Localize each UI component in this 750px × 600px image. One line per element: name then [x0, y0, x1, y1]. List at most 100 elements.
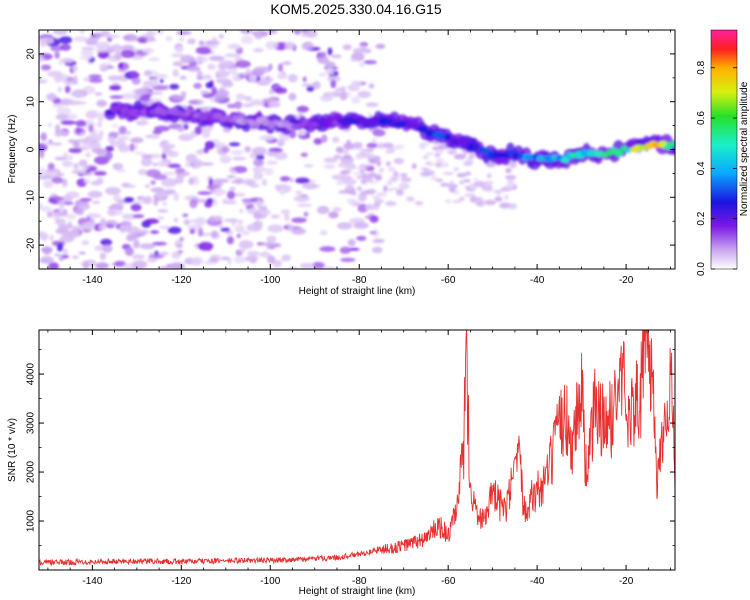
spectrogram-speckle [88, 77, 103, 83]
spectrogram-speckle [372, 246, 383, 254]
spectrogram-speckle [100, 238, 113, 246]
spectrogram-speckle [179, 237, 184, 242]
spectrogram-speckle [319, 246, 336, 252]
spectrogram-speckle [280, 189, 285, 196]
spectrogram-speckle [340, 175, 352, 181]
spectrogram-speckle [303, 211, 309, 217]
x-tick-label: -20 [619, 576, 634, 587]
spectrogram-speckle [189, 228, 196, 235]
spectrogram-speckle [369, 215, 379, 223]
spectrogram-speckle [387, 167, 396, 172]
spectrogram-speckle [39, 150, 45, 159]
ridge-core [444, 133, 452, 141]
spectrogram-speckle [239, 248, 246, 253]
spectrogram-speckle [144, 184, 151, 189]
spectrogram-speckle [94, 92, 103, 96]
spectrogram-speckle [60, 120, 76, 125]
spectrogram-speckle [124, 247, 134, 256]
spectrogram-speckle [219, 155, 232, 164]
spectrogram-speckle [434, 149, 445, 155]
spectrogram-speckle [425, 152, 435, 156]
spectrogram-speckle [95, 31, 101, 40]
spectrogram-blobs [39, 30, 675, 269]
spectrogram-speckle [280, 209, 291, 215]
spectrogram-speckle [293, 30, 302, 35]
spectrogram-speckle [132, 201, 144, 205]
spectrogram-speckle [346, 198, 358, 205]
spectrogram-speckle [242, 230, 251, 236]
spectrogram-speckle [351, 96, 361, 104]
spectrogram-speckle [291, 227, 306, 235]
spectrogram-speckle [173, 217, 178, 223]
spectrogram-speckle [82, 172, 93, 176]
spectrogram-speckle [347, 84, 360, 92]
spectrogram-speckle [356, 175, 362, 180]
spectrogram-speckle [50, 142, 63, 146]
spectrogram-speckle [157, 209, 169, 213]
spectrogram-speckle [211, 182, 224, 187]
spectrogram-speckle [235, 60, 251, 68]
spectrogram-speckle [43, 246, 52, 256]
spectrogram-speckle [87, 110, 99, 119]
spectrogram-speckle [161, 148, 173, 155]
spectrogram-speckle [46, 93, 57, 101]
spectrogram-speckle [218, 60, 235, 67]
spectrogram-speckle [216, 78, 232, 84]
spectrogram-speckle [84, 179, 91, 184]
spectrogram-speckle [231, 180, 242, 184]
spectrogram-speckle [139, 243, 156, 250]
y-tick-label: 3000 [26, 412, 37, 435]
spectrogram-speckle [492, 189, 505, 193]
spectrogram-speckle [355, 153, 364, 160]
spectrogram-speckle [86, 213, 102, 219]
colorbar-tick-label: 0.4 [696, 161, 707, 175]
spectrogram-speckle [105, 65, 115, 69]
spectrogram-speckle [228, 67, 238, 75]
spectrogram-speckle [233, 256, 248, 264]
spectrogram-speckle [267, 224, 284, 233]
spectrogram-speckle [62, 179, 68, 188]
spectrogram-speckle [57, 224, 74, 230]
spectrogram-speckle [327, 47, 333, 56]
spectrogram-speckle [50, 45, 63, 52]
spectrogram-speckle [420, 167, 430, 171]
spectrogram-speckle [58, 36, 73, 44]
colorbar-tick-label: 0.2 [696, 211, 707, 225]
spectrogram-speckle [92, 200, 101, 205]
spectrogram-speckle [483, 180, 494, 186]
spectrogram-speckle [83, 261, 89, 269]
spectrogram-speckle [333, 154, 342, 159]
spectrogram-speckle [311, 261, 325, 269]
spectrogram-speckle [213, 197, 218, 207]
spectrogram-speckle [135, 120, 149, 126]
spectrogram-speckle [171, 251, 182, 259]
spectrogram-speckle [75, 127, 82, 135]
spectrogram-speckle [272, 259, 282, 268]
spectrogram-speckle [205, 81, 213, 89]
spectrogram-speckle [183, 122, 189, 130]
spectrogram-speckle [176, 31, 192, 35]
spectrogram-speckle [235, 225, 245, 233]
spectrogram-speckle [61, 254, 69, 259]
y-tick-label: -20 [26, 237, 37, 252]
spectrogram-speckle [85, 216, 91, 222]
spectrogram-speckle [206, 242, 212, 252]
spectrogram-speckle [173, 192, 179, 201]
spectrogram-speckle [130, 137, 144, 144]
spectrogram-speckle [159, 143, 176, 150]
spectrogram-speckle [139, 95, 151, 102]
spectrogram-speckle [312, 81, 321, 90]
spectrogram-speckle [152, 162, 159, 166]
spectrogram-speckle [252, 99, 262, 106]
spectrogram-speckle [427, 162, 435, 166]
spectrogram-speckle [240, 35, 254, 45]
ridge-core [503, 152, 510, 159]
spectrogram-speckle [183, 219, 191, 226]
spectrogram-speckle [357, 90, 371, 99]
spectrogram-speckle [346, 139, 352, 147]
spectrogram-speckle [197, 191, 212, 195]
spectrogram-speckle [499, 202, 512, 209]
y-tick-label: 20 [26, 48, 37, 60]
spectrogram-speckle [347, 238, 356, 247]
spectrogram-speckle [218, 224, 224, 229]
